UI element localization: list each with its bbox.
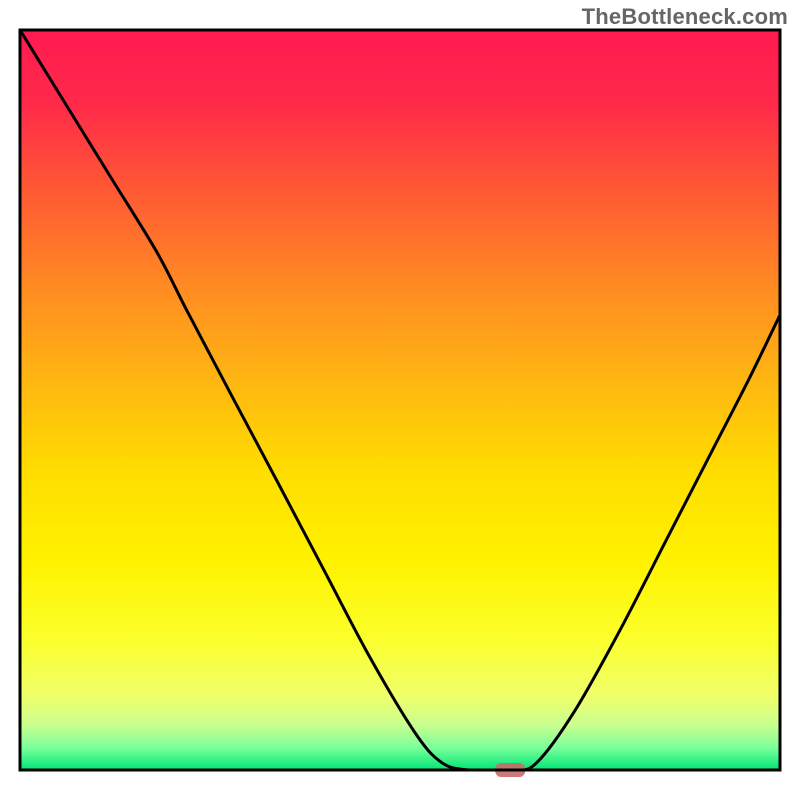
chart-container: TheBottleneck.com: [0, 0, 800, 800]
gradient-background: [20, 30, 780, 770]
watermark-text: TheBottleneck.com: [582, 4, 788, 30]
bottleneck-chart: [0, 0, 800, 800]
